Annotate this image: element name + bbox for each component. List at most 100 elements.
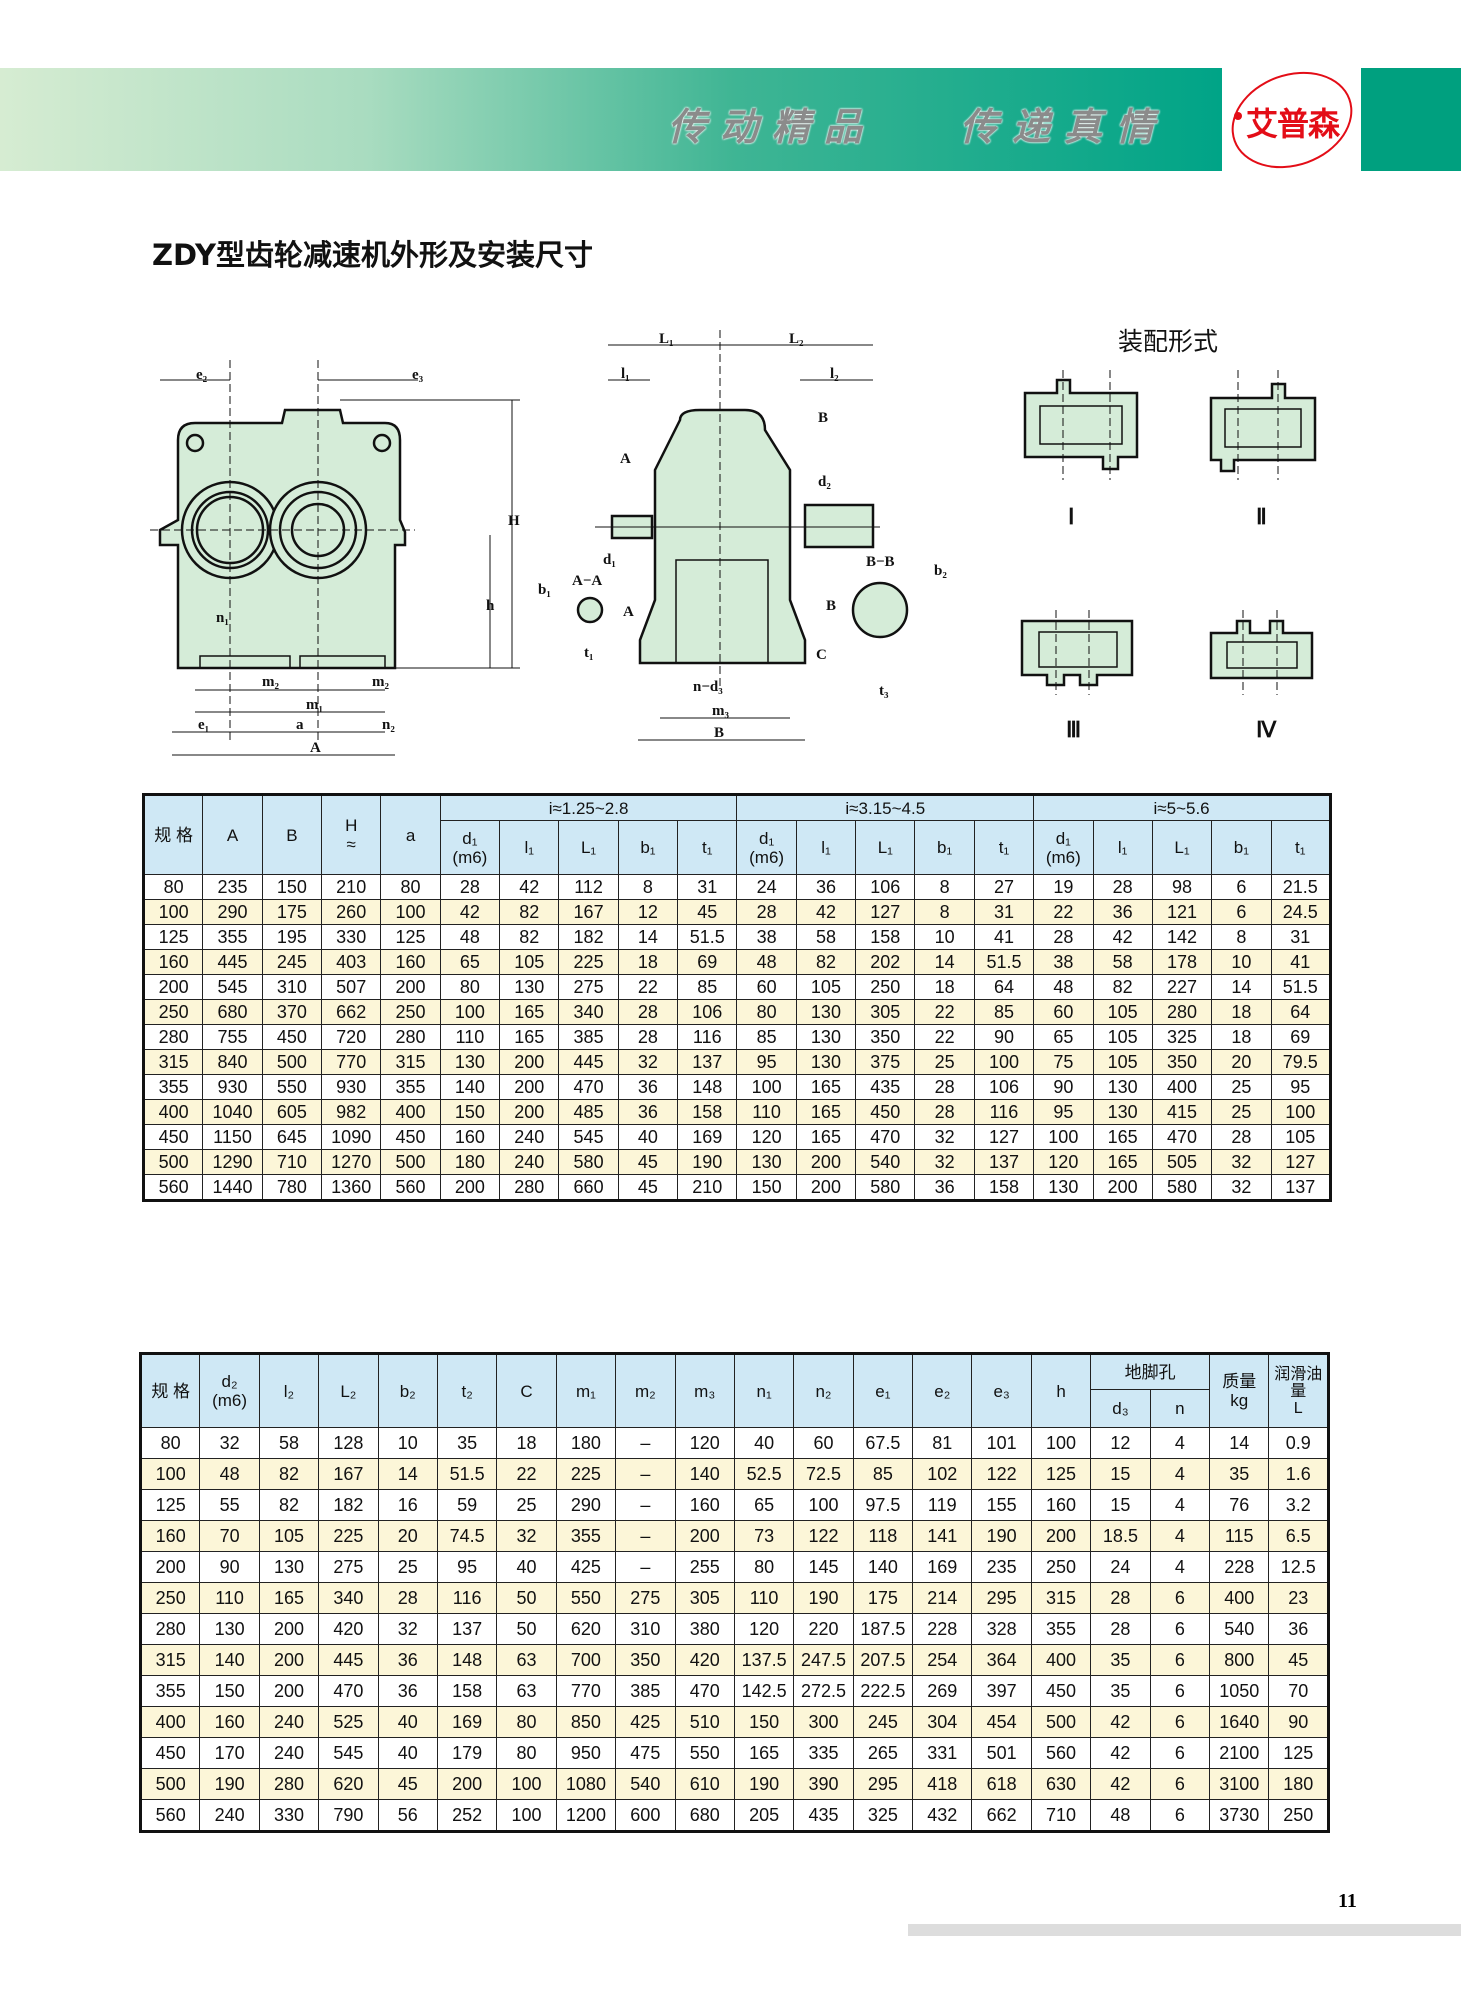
side-view xyxy=(576,408,909,665)
table-cell: 41 xyxy=(973,924,1035,950)
table-cell: 55 xyxy=(199,1489,260,1521)
label-n1: n₁ xyxy=(216,610,229,626)
table-cell: 350 xyxy=(855,1024,916,1050)
table-cell: 40 xyxy=(377,1706,438,1738)
table-cell: 6 xyxy=(1149,1799,1211,1832)
table-cell: 148 xyxy=(677,1074,738,1100)
table-cell: 31 xyxy=(1270,924,1332,950)
table-cell: 190 xyxy=(793,1582,854,1614)
table-cell: 610 xyxy=(674,1768,735,1800)
table-cell: 130 xyxy=(199,1613,260,1645)
table-cell: 680 xyxy=(674,1799,735,1832)
table-cell: 82 xyxy=(499,924,560,950)
table-cell: 6 xyxy=(1149,1768,1211,1800)
table-cell: 51.5 xyxy=(973,949,1035,975)
table-cell: 210 xyxy=(677,1174,738,1201)
table-cell: 250 xyxy=(139,1582,201,1614)
dimension-table-2: 规 格 d₂ (m6) l₂ L₂ b₂ t₂ C m₁ m₂ m₃ n₁ n₂ … xyxy=(139,1352,1330,1833)
table-cell: 355 xyxy=(142,1074,204,1100)
table-cell: 125 xyxy=(380,924,441,950)
table-cell: 250 xyxy=(142,999,204,1025)
table-cell: 105 xyxy=(1092,999,1153,1025)
table-cell: 110 xyxy=(736,1099,797,1125)
table-cell: 81 xyxy=(912,1427,973,1459)
table-cell: 125 xyxy=(139,1489,201,1521)
table-cell: 31 xyxy=(677,874,738,900)
table-cell: 435 xyxy=(793,1799,854,1832)
label-L2: L₂ xyxy=(789,331,804,347)
label-b1: b₁ xyxy=(538,582,551,598)
table-cell: 315 xyxy=(142,1049,204,1075)
table-cell: 500 xyxy=(380,1149,441,1175)
col-sub-2: l₁ xyxy=(795,820,857,875)
table-cell: 330 xyxy=(321,924,382,950)
assembly-label-4: Ⅳ xyxy=(1256,717,1277,742)
table-cell: 1090 xyxy=(321,1124,382,1150)
table-cell: 40 xyxy=(377,1737,438,1769)
table-cell: 59 xyxy=(436,1489,498,1521)
col-sub-4: b₁ xyxy=(914,820,975,875)
table-cell: 40 xyxy=(733,1427,795,1459)
table-cell: 106 xyxy=(973,1074,1035,1100)
label-a: a xyxy=(296,717,304,733)
table-cell: 16 xyxy=(377,1489,438,1521)
table-cell: 618 xyxy=(971,1768,1032,1800)
table-cell: 1.6 xyxy=(1268,1458,1329,1490)
table-cell: 50 xyxy=(496,1613,557,1645)
col-oil: 润滑油量 L xyxy=(1268,1353,1329,1428)
assembly-label-2: Ⅱ xyxy=(1256,504,1267,529)
table-cell: 120 xyxy=(733,1613,795,1645)
table-cell: 36 xyxy=(914,1174,975,1201)
table-cell: 250 xyxy=(1268,1799,1329,1832)
table-row: 560 240 330 790 56 252 100 1200 600 680 205 435 325 4… xyxy=(139,1799,1329,1832)
table-cell: 56 xyxy=(377,1799,438,1832)
col-mass-unit: kg xyxy=(1230,1391,1249,1410)
table-cell: 280 xyxy=(139,1613,201,1645)
gearbox-dimension-drawing: e₂ e₃ H h n₁ m₂ m₂ m₁ e₁ a n₂ A L₁ L₂ l₁… xyxy=(150,330,1317,756)
col-d1-label: d₁ xyxy=(462,828,478,848)
table-cell: 82 xyxy=(258,1489,320,1521)
table-cell: 240 xyxy=(199,1799,260,1832)
table-cell: 355 xyxy=(380,1074,441,1100)
col-sub-4: b₁ xyxy=(1211,820,1272,875)
table-cell: 28 xyxy=(1090,1582,1151,1614)
table-cell: 73 xyxy=(733,1520,795,1552)
table-cell: 710 xyxy=(261,1149,323,1175)
table-cell: 32 xyxy=(377,1613,438,1645)
label-h: h xyxy=(486,598,495,614)
table-cell: 280 xyxy=(499,1174,560,1201)
table-cell: 3100 xyxy=(1209,1768,1270,1800)
table-row: 450 1150 645 1090 450 160 240 545 40 169 120 165 470… xyxy=(142,1124,1332,1150)
side-dimension-lines xyxy=(595,330,880,741)
table-cell: 400 xyxy=(139,1706,201,1738)
table-cell: 450 xyxy=(380,1124,441,1150)
table-cell: 32 xyxy=(199,1427,260,1459)
table-cell: 52.5 xyxy=(733,1458,795,1490)
table-cell: 12 xyxy=(617,899,679,925)
col-mass-label: 质量 xyxy=(1222,1372,1257,1391)
col-L2: L₂ xyxy=(318,1353,379,1428)
table-cell: 1080 xyxy=(555,1768,617,1800)
table-cell: – xyxy=(615,1427,676,1459)
table-cell: 140 xyxy=(852,1551,914,1583)
table-cell: 179 xyxy=(436,1737,498,1769)
col-l2: l₂ xyxy=(258,1353,320,1428)
table-cell: 200 xyxy=(258,1613,320,1645)
table-cell: 454 xyxy=(971,1706,1032,1738)
table-cell: 38 xyxy=(1033,949,1094,975)
table-cell: 200 xyxy=(436,1768,498,1800)
table-cell: 8 xyxy=(617,874,679,900)
table-cell: 90 xyxy=(199,1551,260,1583)
table-cell: 70 xyxy=(199,1520,260,1552)
table-cell: 425 xyxy=(615,1706,676,1738)
table-cell: 340 xyxy=(318,1582,379,1614)
table-cell: 335 xyxy=(793,1737,854,1769)
table-cell: 142.5 xyxy=(733,1675,795,1707)
table-cell: 280 xyxy=(1151,999,1213,1025)
table-cell: 65 xyxy=(439,949,501,975)
table-cell: 475 xyxy=(615,1737,676,1769)
table-cell: 137 xyxy=(677,1049,738,1075)
page-number: 11 xyxy=(1338,1890,1357,1912)
table-cell: 22 xyxy=(1033,899,1094,925)
table-cell: 280 xyxy=(258,1768,320,1800)
